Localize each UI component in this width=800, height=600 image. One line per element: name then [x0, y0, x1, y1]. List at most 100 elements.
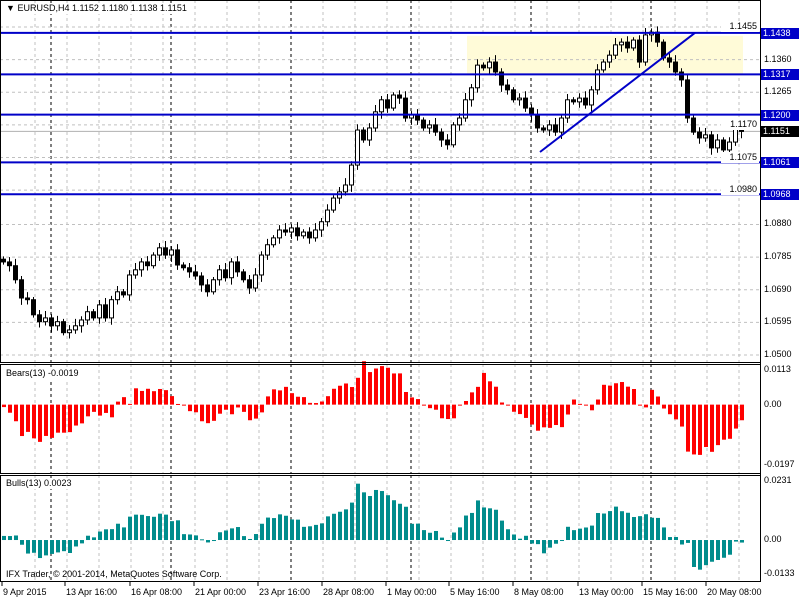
candle	[193, 271, 198, 277]
candle	[163, 247, 168, 256]
bulls-bar	[410, 523, 414, 541]
bears-bar	[452, 404, 456, 419]
bears-bar	[338, 385, 342, 405]
candle	[361, 129, 366, 141]
candle	[613, 44, 618, 56]
bears-bar	[662, 404, 666, 409]
bulls-bar	[500, 520, 504, 541]
bears-bar	[32, 404, 36, 439]
price-tick-label: 1.0880	[764, 218, 792, 229]
bulls-bar	[440, 537, 444, 541]
candle	[343, 184, 348, 193]
bulls-bar	[326, 516, 330, 541]
candle	[79, 319, 84, 327]
candle	[253, 274, 258, 289]
bulls-value: 0.0023	[44, 478, 72, 488]
bears-bar	[98, 404, 102, 416]
bulls-bar	[536, 540, 540, 545]
bulls-bar	[554, 540, 558, 544]
bulls-bar	[230, 528, 234, 541]
bears-bar	[110, 404, 114, 418]
bulls-bar	[236, 527, 240, 541]
bears-bar	[674, 404, 678, 420]
bulls-bar	[158, 513, 162, 541]
candle	[301, 231, 306, 237]
candle	[385, 99, 390, 109]
bulls-bar	[446, 540, 450, 542]
bulls-bar	[302, 526, 306, 541]
bears-bar	[320, 401, 324, 405]
bears-bar	[422, 404, 426, 406]
candle	[577, 97, 582, 103]
candle	[307, 231, 312, 239]
candle	[589, 89, 594, 106]
bears-bar	[374, 368, 378, 405]
candle	[31, 299, 36, 316]
candle	[721, 139, 726, 151]
candle	[133, 269, 138, 276]
candle	[103, 304, 108, 319]
bears-bar	[8, 404, 12, 413]
bears-bar	[434, 404, 438, 410]
bulls-bar	[98, 531, 102, 541]
candle	[565, 99, 570, 119]
bulls-bar	[464, 515, 468, 541]
bulls-bar	[86, 535, 90, 541]
bears-bar	[284, 386, 288, 405]
bears-bar	[506, 404, 510, 406]
bulls-bar	[296, 519, 300, 541]
time-axis-label: 15 May 16:00	[643, 587, 698, 597]
candle	[397, 94, 402, 99]
candle	[559, 117, 564, 133]
candle	[115, 291, 120, 301]
bears-bar	[392, 373, 396, 405]
candle	[517, 97, 522, 101]
bears-bar	[68, 404, 72, 433]
bears-bar	[302, 397, 306, 405]
candle	[229, 261, 234, 279]
bears-bar	[170, 396, 174, 405]
candle	[469, 87, 474, 101]
bulls-bar	[272, 518, 276, 541]
candle	[445, 139, 450, 146]
bears-bar	[350, 387, 354, 405]
bulls-bar	[128, 516, 132, 541]
bears-header: Bears(13) -0.0019	[6, 368, 79, 379]
candle	[511, 89, 516, 101]
candle	[643, 34, 648, 63]
candle	[691, 117, 696, 133]
bulls-bar	[584, 527, 588, 541]
bulls-bar	[80, 540, 84, 544]
bulls-bar	[332, 513, 336, 541]
symbol-label: EURUSD,H4	[17, 3, 70, 13]
candle	[685, 79, 690, 119]
bulls-bar	[374, 489, 378, 541]
bears-bar	[734, 404, 738, 429]
price-tick-label: 1.1455	[721, 21, 759, 32]
bears-bar	[650, 389, 654, 405]
bears-bar	[314, 403, 318, 405]
bulls-bar	[164, 514, 168, 541]
bears-bar	[686, 404, 690, 452]
candle	[535, 114, 540, 129]
bears-bar	[494, 386, 498, 405]
price-tick-label: 1.1265	[764, 86, 792, 97]
collapse-triangle-icon[interactable]: ▼	[6, 3, 15, 13]
bulls-bar	[578, 528, 582, 541]
bulls-bar	[392, 500, 396, 541]
candle	[355, 129, 360, 166]
bulls-bar	[146, 516, 150, 541]
candle	[259, 254, 264, 276]
bulls-bar	[680, 540, 684, 545]
bears-bar	[224, 404, 228, 410]
bears-bar	[698, 404, 702, 455]
time-axis-label: 1 May 00:00	[387, 587, 437, 597]
bears-bar	[644, 404, 648, 408]
candle	[631, 39, 636, 49]
bulls-bar	[692, 540, 696, 567]
candle	[607, 54, 612, 63]
price-tick-label: 1.0595	[764, 316, 792, 327]
bulls-bar	[278, 514, 282, 541]
copyright-text: IFX Trader, © 2001-2014, MetaQuotes Soft…	[6, 569, 222, 579]
